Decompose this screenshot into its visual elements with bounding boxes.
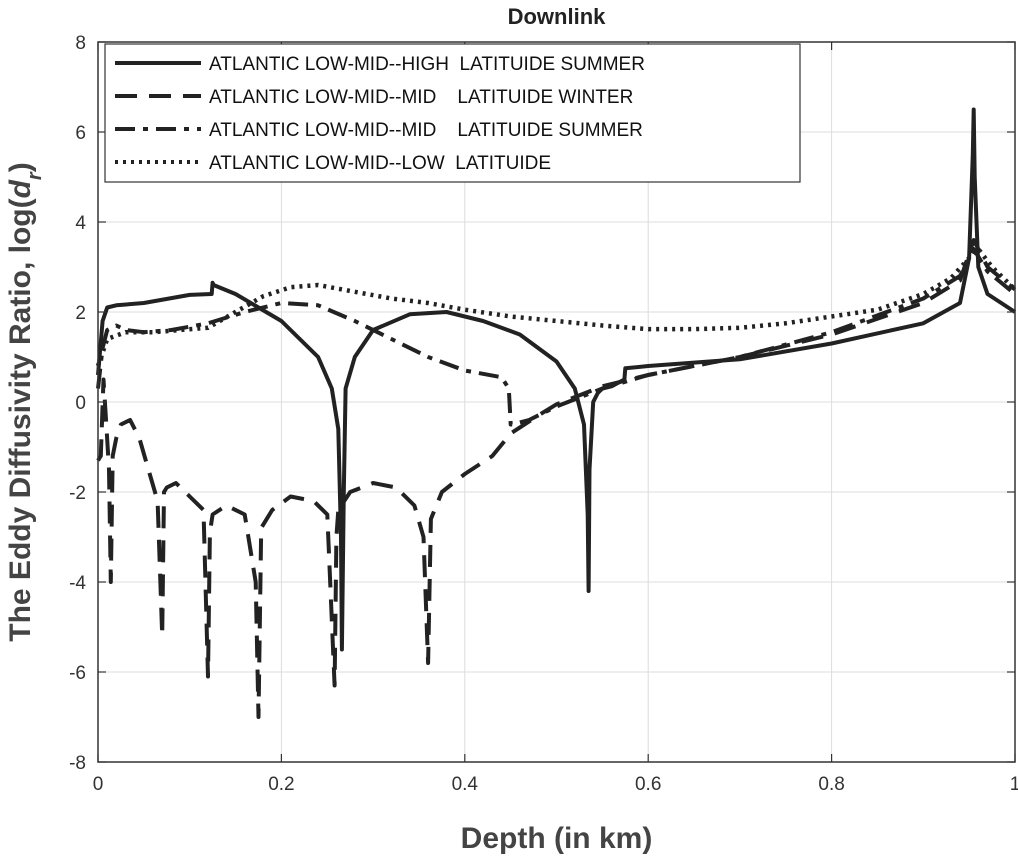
y-tick-label: 0: [75, 393, 86, 414]
y-axis-label-var: d: [4, 179, 37, 198]
legend-item: ATLANTIC LOW-MID--LOW LATITUIDE: [115, 153, 551, 174]
legend-item: ATLANTIC LOW-MID--HIGH LATITUIDE SUMMER: [115, 54, 645, 75]
y-tick-label: -4: [69, 573, 86, 594]
y-axis-label-suffix: ): [4, 162, 37, 172]
series-line-3-dashdot: [96, 247, 1017, 427]
legend-item: ATLANTIC LOW-MID--MID LATITUIDE SUMMER: [115, 120, 643, 141]
series-line-1-solid: [96, 107, 1017, 652]
x-axis-label: Depth (in km): [461, 822, 653, 855]
y-tick-label: 6: [75, 123, 86, 144]
y-tick-label: -2: [69, 483, 86, 504]
legend-label: ATLANTIC LOW-MID--MID LATITUIDE WINTER: [209, 87, 633, 108]
x-tick-label: 0: [93, 774, 104, 795]
axis-ticks: 0 0.2 0.4 0.6 0.8 1 -8 -6 -4 -2 0 2 4 6 8: [69, 33, 1018, 795]
x-tick-label: 1: [1010, 774, 1018, 795]
legend-item: ATLANTIC LOW-MID--MID LATITUIDE WINTER: [115, 87, 633, 108]
y-tick-label: 2: [75, 303, 86, 324]
y-axis-label: The Eddy Diffusivity Ratio, log(dr): [4, 162, 46, 641]
legend-label: ATLANTIC LOW-MID--LOW LATITUIDE: [209, 153, 551, 174]
y-tick-label: 8: [75, 33, 86, 54]
series-line-4-dotted: [95, 246, 1017, 367]
series-line-2-dashed: [96, 238, 1017, 719]
x-tick-label: 0.8: [818, 774, 844, 795]
chart-title: Downlink: [508, 4, 607, 29]
y-axis-label-prefix: The Eddy Diffusivity Ratio, log(: [4, 198, 37, 641]
series-lines: [95, 107, 1017, 719]
x-tick-label: 0.6: [635, 774, 661, 795]
y-tick-label: -6: [69, 663, 86, 684]
legend-label: ATLANTIC LOW-MID--HIGH LATITUIDE SUMMER: [209, 54, 645, 75]
y-axis-label-sub: r: [24, 171, 46, 180]
x-tick-label: 0.2: [268, 774, 294, 795]
x-tick-label: 0.4: [452, 774, 479, 795]
legend: ATLANTIC LOW-MID--HIGH LATITUIDE SUMMER A…: [104, 43, 801, 183]
y-tick-label: -8: [69, 753, 86, 774]
legend-box: [104, 43, 801, 183]
legend-items: ATLANTIC LOW-MID--HIGH LATITUIDE SUMMER A…: [115, 54, 645, 174]
legend-label: ATLANTIC LOW-MID--MID LATITUIDE SUMMER: [209, 120, 643, 141]
y-tick-label: 4: [75, 213, 86, 234]
